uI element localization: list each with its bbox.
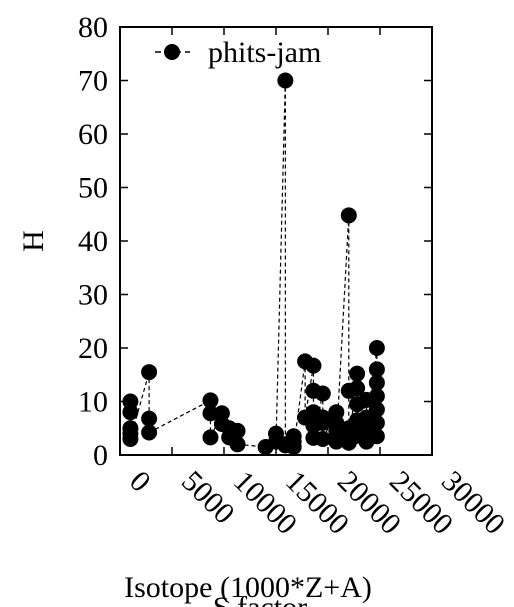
y-tick-label: 20	[78, 332, 108, 365]
data-point	[122, 404, 139, 421]
plot-frame	[119, 26, 433, 456]
data-point	[305, 357, 322, 374]
data-point	[349, 365, 366, 382]
data-point	[202, 429, 219, 446]
data-point	[328, 433, 345, 450]
y-tick-label: 10	[78, 386, 108, 419]
data-point	[368, 388, 385, 405]
data-point	[141, 364, 158, 381]
y-tick-label: 0	[93, 439, 108, 472]
data-point	[277, 72, 294, 89]
data-point	[229, 422, 246, 439]
data-point	[368, 414, 385, 431]
data-point	[202, 392, 219, 409]
series-line-segment	[335, 215, 350, 442]
data-point	[349, 380, 366, 397]
y-tick-label: 50	[78, 172, 108, 205]
data-point	[368, 428, 385, 445]
x-tick-label: 5000	[175, 465, 241, 531]
data-point	[229, 436, 246, 453]
y-axis-title: H	[17, 230, 50, 252]
y-tick-label: 70	[78, 65, 108, 98]
data-point	[314, 414, 331, 431]
legend: phits-jam	[155, 36, 321, 69]
data-point	[141, 410, 158, 427]
data-point	[285, 438, 302, 455]
data-point	[141, 424, 158, 441]
series-line-segment	[129, 371, 150, 440]
series-line-segment	[148, 399, 211, 434]
y-tick-label: 40	[78, 225, 108, 258]
series-layer	[122, 72, 385, 455]
data-point	[340, 207, 357, 224]
data-point	[202, 405, 219, 422]
data-point	[122, 430, 139, 447]
x-axis-title: Isotope (1000*Z+A)	[124, 571, 372, 604]
y-tick-label: 30	[78, 279, 108, 312]
data-point	[368, 374, 385, 391]
legend-label: phits-jam	[208, 36, 321, 69]
legend-marker	[164, 44, 180, 60]
x-tick-label: 0	[123, 465, 157, 499]
series-line-segment	[275, 80, 286, 442]
data-point	[368, 340, 385, 356]
data-point	[314, 385, 331, 402]
x-axis-title-overlap: S factor	[213, 591, 307, 607]
data-point	[368, 401, 385, 418]
y-tick-label: 60	[78, 118, 108, 151]
y-tick-label: 80	[78, 11, 108, 44]
data-point	[314, 430, 331, 447]
data-point	[368, 361, 385, 378]
